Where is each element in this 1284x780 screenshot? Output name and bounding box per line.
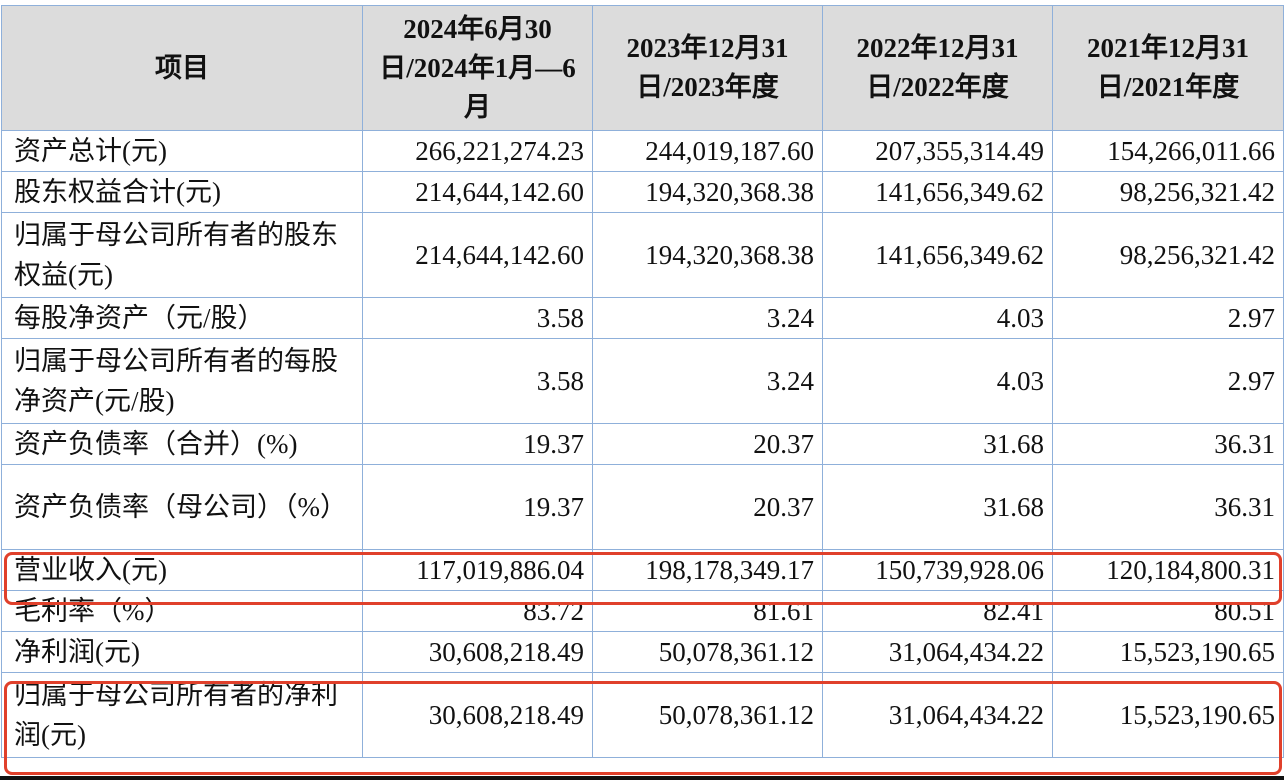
row-value: 50,078,361.12 bbox=[592, 631, 823, 673]
row-value: 20.37 bbox=[592, 423, 823, 465]
financial-summary-table: 项目 2024年6月30日/2024年1月—6月 2023年12月31日/202… bbox=[1, 5, 1284, 758]
row-label: 资产负债率（合并）(%) bbox=[1, 423, 363, 465]
table-row: 每股净资产（元/股） 3.58 3.24 4.03 2.97 bbox=[1, 297, 1284, 339]
row-value: 30,608,218.49 bbox=[362, 631, 593, 673]
table-row: 股东权益合计(元) 214,644,142.60 194,320,368.38 141… bbox=[1, 171, 1284, 213]
row-value: 3.24 bbox=[592, 338, 823, 424]
table-row: 归属于母公司所有者的净利润(元) 30,608,218.49 50,078,361.… bbox=[1, 672, 1284, 758]
table-row: 资产负债率（母公司）（%） 19.37 20.37 31.68 36.31 bbox=[1, 464, 1284, 550]
row-value: 194,320,368.38 bbox=[592, 171, 823, 213]
row-label: 归属于母公司所有者的每股净资产(元/股) bbox=[1, 338, 363, 424]
row-label: 毛利率（%） bbox=[1, 590, 363, 632]
row-value: 98,256,321.42 bbox=[1052, 171, 1284, 213]
row-value: 19.37 bbox=[362, 464, 593, 550]
header-period-2023: 2023年12月31日/2023年度 bbox=[592, 5, 823, 131]
header-period-2024h1: 2024年6月30日/2024年1月—6月 bbox=[362, 5, 593, 131]
row-value: 15,523,190.65 bbox=[1052, 672, 1284, 758]
row-value: 31,064,434.22 bbox=[822, 631, 1053, 673]
header-row: 项目 2024年6月30日/2024年1月—6月 2023年12月31日/202… bbox=[1, 5, 1284, 131]
header-period-2021: 2021年12月31日/2021年度 bbox=[1052, 5, 1284, 131]
row-label: 每股净资产（元/股） bbox=[1, 297, 363, 339]
row-value: 30,608,218.49 bbox=[362, 672, 593, 758]
highlight-box-net-profit-parent bbox=[4, 681, 1282, 775]
row-value: 207,355,314.49 bbox=[822, 130, 1053, 172]
table-row: 毛利率（%） 83.72 81.61 82.41 80.51 bbox=[1, 590, 1284, 632]
row-value: 3.58 bbox=[362, 297, 593, 339]
row-value: 141,656,349.62 bbox=[822, 171, 1053, 213]
row-value: 36.31 bbox=[1052, 464, 1284, 550]
row-value: 50,078,361.12 bbox=[592, 672, 823, 758]
row-label: 归属于母公司所有者的股东权益(元) bbox=[1, 212, 363, 298]
row-value: 198,178,349.17 bbox=[592, 549, 823, 591]
row-value: 19.37 bbox=[362, 423, 593, 465]
bottom-edge bbox=[0, 776, 1284, 780]
highlight-box-revenue bbox=[4, 552, 1282, 605]
table-row: 归属于母公司所有者的股东权益(元) 214,644,142.60 194,320,3… bbox=[1, 212, 1284, 298]
row-value: 98,256,321.42 bbox=[1052, 212, 1284, 298]
row-value: 31.68 bbox=[822, 423, 1053, 465]
table-row: 资产总计(元) 266,221,274.23 244,019,187.60 207,3… bbox=[1, 130, 1284, 172]
row-value: 117,019,886.04 bbox=[362, 549, 593, 591]
table-row: 净利润(元) 30,608,218.49 50,078,361.12 31,064,4… bbox=[1, 631, 1284, 673]
row-value: 214,644,142.60 bbox=[362, 171, 593, 213]
row-value: 141,656,349.62 bbox=[822, 212, 1053, 298]
row-value: 2.97 bbox=[1052, 297, 1284, 339]
row-value: 36.31 bbox=[1052, 423, 1284, 465]
row-value: 15,523,190.65 bbox=[1052, 631, 1284, 673]
row-value: 4.03 bbox=[822, 338, 1053, 424]
row-label: 归属于母公司所有者的净利润(元) bbox=[1, 672, 363, 758]
row-value: 80.51 bbox=[1052, 590, 1284, 632]
row-value: 31,064,434.22 bbox=[822, 672, 1053, 758]
row-value: 244,019,187.60 bbox=[592, 130, 823, 172]
row-value: 3.24 bbox=[592, 297, 823, 339]
table-row: 归属于母公司所有者的每股净资产(元/股) 3.58 3.24 4.03 2.97 bbox=[1, 338, 1284, 424]
table-row: 资产负债率（合并）(%) 19.37 20.37 31.68 36.31 bbox=[1, 423, 1284, 465]
row-value: 214,644,142.60 bbox=[362, 212, 593, 298]
row-value: 154,266,011.66 bbox=[1052, 130, 1284, 172]
header-item: 项目 bbox=[1, 5, 363, 131]
row-value: 3.58 bbox=[362, 338, 593, 424]
row-label: 资产负债率（母公司）（%） bbox=[1, 464, 363, 550]
row-value: 2.97 bbox=[1052, 338, 1284, 424]
row-value: 31.68 bbox=[822, 464, 1053, 550]
row-value: 4.03 bbox=[822, 297, 1053, 339]
row-value: 20.37 bbox=[592, 464, 823, 550]
row-label: 营业收入(元) bbox=[1, 549, 363, 591]
header-period-2022: 2022年12月31日/2022年度 bbox=[822, 5, 1053, 131]
row-value: 194,320,368.38 bbox=[592, 212, 823, 298]
row-label: 净利润(元) bbox=[1, 631, 363, 673]
row-label: 资产总计(元) bbox=[1, 130, 363, 172]
row-label: 股东权益合计(元) bbox=[1, 171, 363, 213]
row-value: 266,221,274.23 bbox=[362, 130, 593, 172]
